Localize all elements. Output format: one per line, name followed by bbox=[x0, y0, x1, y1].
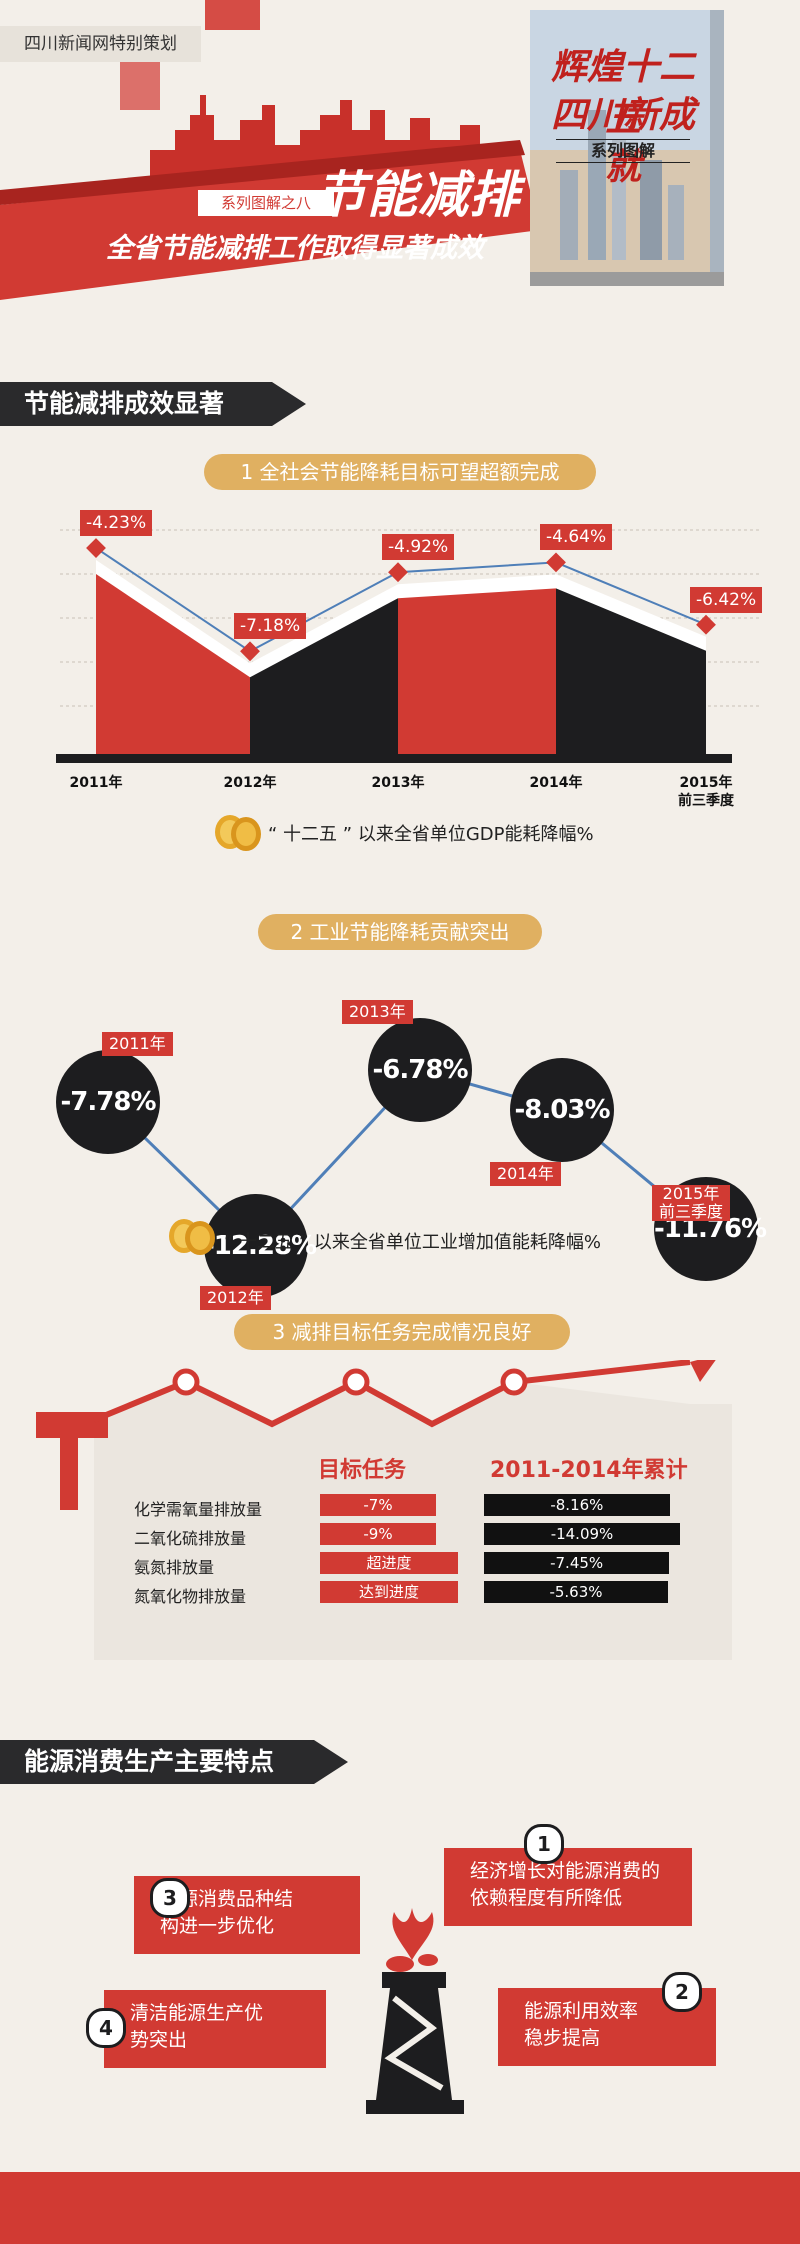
chart1-x-tick: 2011年 bbox=[69, 775, 123, 791]
feature-3-line1: 能源消费品种结 bbox=[160, 1888, 294, 1910]
chart1-title: 1 全社会节能降耗目标可望超额完成 bbox=[204, 454, 596, 490]
chart2-year-label: 2015年 前三季度 bbox=[652, 1185, 731, 1222]
feature-2-line2: 稳步提高 bbox=[524, 2027, 601, 2049]
feature-1: 经济增长对能源消费的 依赖程度有所降低 bbox=[444, 1848, 692, 1926]
chart2-title: 2 工业节能降耗贡献突出 bbox=[258, 914, 542, 950]
table-target-cell: 达到进度 bbox=[320, 1581, 458, 1603]
header-graphic bbox=[0, 0, 800, 300]
table-target-cell: -9% bbox=[320, 1523, 436, 1545]
chart1-x-tick: 2013年 bbox=[371, 775, 425, 791]
coins-icon bbox=[214, 812, 262, 856]
section1-bar: 节能减排成效显著 bbox=[0, 382, 306, 426]
chart1-point bbox=[388, 562, 408, 583]
chart1-x-tick: 2012年 bbox=[223, 775, 277, 791]
feature-1-badge: 1 bbox=[524, 1824, 564, 1864]
chart1-point bbox=[240, 641, 260, 662]
coins-icon bbox=[168, 1216, 216, 1260]
table-actual-cell: -7.45% bbox=[484, 1552, 670, 1574]
chart3-title: 3 减排目标任务完成情况良好 bbox=[234, 1314, 570, 1350]
table-row-label: 氮氧化物排放量 bbox=[134, 1587, 247, 1606]
section2-bar: 能源消费生产主要特点 bbox=[0, 1740, 348, 1784]
source-tag: 四川新闻网特别策划 bbox=[0, 26, 201, 62]
chart1-area-segment bbox=[398, 588, 556, 754]
chart1-data-label: -4.23% bbox=[80, 510, 153, 537]
footer-band bbox=[0, 2172, 800, 2244]
chart2-year-label: 2014年 bbox=[490, 1162, 561, 1186]
feature-4-badge: 4 bbox=[86, 2008, 126, 2048]
chart1-data-label: -4.64% bbox=[540, 524, 613, 551]
chart1-data-label: -7.18% bbox=[234, 613, 307, 640]
chart2-point-circle: -12.28% bbox=[204, 1194, 317, 1298]
chart1-data-label: -4.92% bbox=[382, 534, 455, 561]
chart1-point bbox=[546, 552, 566, 573]
chart1-point bbox=[86, 538, 106, 558]
chart2-year-label: 2012年 bbox=[200, 1286, 271, 1310]
book-series: 系列图解 bbox=[556, 139, 690, 163]
table-col-target: 目标任务 bbox=[318, 1458, 407, 1483]
book-title-line1: 辉煌十二五 bbox=[550, 46, 695, 140]
chart1-point bbox=[696, 614, 716, 635]
chart1-area-segment bbox=[556, 588, 706, 754]
table-row-label: 氨氮排放量 bbox=[134, 1558, 215, 1577]
chart1-baseline bbox=[56, 754, 732, 763]
chart2-point-circle: -6.78% bbox=[368, 1018, 472, 1122]
table-target-cell: -7% bbox=[320, 1494, 436, 1516]
table-actual-cell: -14.09% bbox=[484, 1523, 680, 1545]
chart1-x-tick: 2014年 bbox=[529, 775, 583, 791]
chart1-area-segment bbox=[96, 574, 250, 754]
feature-2-line1: 能源利用效率 bbox=[524, 2000, 639, 2022]
chart2-point-circle: -8.03% bbox=[510, 1058, 614, 1162]
feature-1-line1: 经济增长对能源消费的 bbox=[470, 1860, 661, 1882]
chart1-x-tick: 2015年 bbox=[679, 775, 733, 791]
oil-derrick-icon bbox=[366, 1908, 464, 2114]
table-row-label: 二氧化硫排放量 bbox=[134, 1529, 247, 1548]
chart2-caption: “ 十二五 ” 以来全省单位工业增加值能耗降幅% bbox=[224, 1232, 601, 1253]
feature-3-line2: 构进一步优化 bbox=[160, 1915, 275, 1937]
feature-2-badge: 2 bbox=[662, 1972, 702, 2012]
chart2-year-label: 2013年 bbox=[342, 1000, 413, 1024]
table-col-actual: 2011-2014年累计 bbox=[490, 1458, 688, 1483]
table-target-cell: 超进度 bbox=[320, 1552, 458, 1574]
table-row-label: 化学需氧量排放量 bbox=[134, 1500, 263, 1519]
chart2-year-label-sub: 前三季度 bbox=[659, 1202, 724, 1222]
chart1-x-tick: 前三季度 bbox=[678, 793, 734, 809]
chart2-year-label: 2011年 bbox=[102, 1032, 173, 1056]
feature-4: 清洁能源生产优 势突出 bbox=[104, 1990, 326, 2068]
chart1-caption: “ 十二五 ” 以来全省单位GDP能耗降幅% bbox=[268, 824, 594, 845]
feature-4-line1: 清洁能源生产优 bbox=[130, 2002, 264, 2024]
table-actual-cell: -5.63% bbox=[484, 1581, 668, 1603]
chart1-area-segment bbox=[250, 598, 398, 754]
chart2-point-circle: -7.78% bbox=[56, 1050, 160, 1154]
chart1-svg bbox=[56, 529, 760, 763]
feature-3-badge: 3 bbox=[150, 1878, 190, 1918]
series-tag: 系列图解之八 bbox=[196, 188, 336, 218]
feature-4-line2: 势突出 bbox=[130, 2029, 188, 2051]
table-actual-cell: -8.16% bbox=[484, 1494, 670, 1516]
feature-1-line2: 依赖程度有所降低 bbox=[470, 1887, 623, 1909]
header-subtitle: 全省节能减排工作取得显著成效 bbox=[106, 233, 484, 264]
header-title: 节能减排 bbox=[316, 166, 520, 224]
book-title-line2: 四川新成就 bbox=[550, 94, 695, 188]
chart1-data-label: -6.42% bbox=[690, 586, 763, 613]
